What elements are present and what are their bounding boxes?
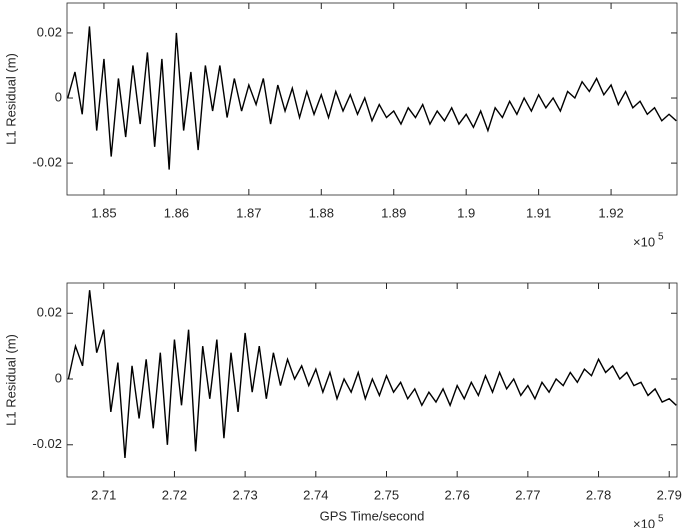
x-tick-label: 2.73 (232, 487, 257, 502)
y-tick-label: 0.02 (37, 305, 62, 320)
x-tick-label: 1.88 (309, 205, 334, 220)
x-tick-label: 2.78 (586, 487, 611, 502)
x-tick-label: 2.72 (162, 487, 187, 502)
x-tick-label: 1.89 (381, 205, 406, 220)
x-tick-label: 1.92 (598, 205, 623, 220)
y-axis-label: L1 Residual (m) (3, 334, 18, 426)
x-axis-label: GPS Time/second (320, 508, 425, 523)
y-tick-label: 0 (55, 370, 62, 385)
x-tick-label: 2.75 (374, 487, 399, 502)
x-tick-label: 1.87 (236, 205, 261, 220)
x-multiplier: ×10 (633, 516, 655, 528)
x-tick-label: 1.9 (457, 205, 475, 220)
x-tick-label: 2.74 (303, 487, 328, 502)
y-tick-label: 0 (55, 89, 62, 104)
x-tick-label: 2.77 (515, 487, 540, 502)
y-tick-label: 0.02 (37, 24, 62, 39)
x-multiplier: ×10 (633, 234, 655, 249)
x-tick-label: 2.71 (91, 487, 116, 502)
x-tick-label: 1.85 (91, 205, 116, 220)
x-tick-label: 1.91 (526, 205, 551, 220)
y-tick-label: -0.02 (32, 155, 62, 170)
x-tick-label: 1.86 (164, 205, 189, 220)
data-line (67, 26, 677, 170)
y-tick-label: -0.02 (32, 436, 62, 451)
x-multiplier-exponent: 5 (658, 514, 664, 525)
x-tick-label: 2.76 (445, 487, 470, 502)
x-tick-label: 2.79 (657, 487, 682, 502)
data-line (67, 290, 677, 458)
x-multiplier-exponent: 5 (658, 232, 664, 243)
y-axis-label: L1 Residual (m) (3, 53, 18, 145)
